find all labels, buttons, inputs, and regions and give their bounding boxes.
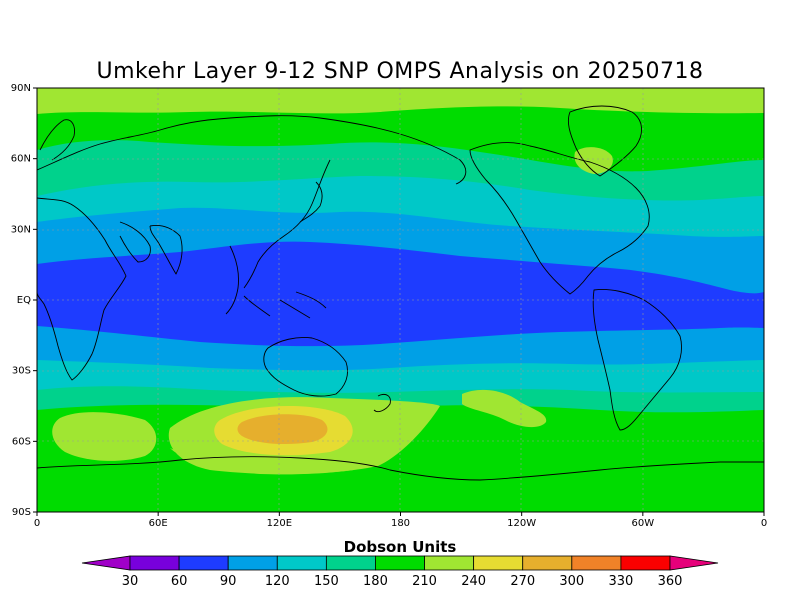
north-pole-240-band (37, 88, 764, 114)
lat-tick-label: 90S (12, 507, 31, 518)
lat-tick-label: 60S (12, 436, 31, 447)
map-title: Umkehr Layer 9-12 SNP OMPS Analysis on 2… (97, 59, 704, 84)
coast-eurasia-north (37, 115, 467, 185)
lat-tick-label: 30S (12, 366, 31, 377)
colorbar: 30 60 90 120 150 180 210 240 270 300 330 360 (81, 555, 719, 589)
coast-arabia (119, 221, 151, 263)
colorbar-label: 330 (608, 574, 633, 589)
coast-south-america (592, 289, 682, 431)
coast-north-america (469, 142, 650, 295)
graticule (37, 88, 764, 512)
colorbar-segment (620, 555, 671, 571)
latitude-ticks: 90N 60N 30N EQ 30S 60S 90S (11, 83, 37, 518)
south-indian-240-blob (52, 412, 157, 461)
south-pacific-240-blob (462, 389, 547, 428)
colorbar-segment (522, 555, 573, 571)
lon-tick-label: 120W (507, 518, 536, 529)
coastlines (37, 105, 764, 481)
lon-tick-label: 0 (761, 518, 767, 529)
colorbar-label: 240 (461, 574, 486, 589)
colorbar-high-tip (669, 555, 719, 571)
lon-tick-label: 120E (267, 518, 292, 529)
colorbar-label: 120 (265, 574, 290, 589)
lat-tick-label: 90N (11, 83, 31, 94)
colorbar-label: 300 (559, 574, 584, 589)
coast-australia (263, 337, 348, 397)
colorbar-segment (276, 555, 327, 571)
lat-tick-label: 30N (11, 224, 31, 235)
ozone-field (37, 88, 764, 512)
colorbar-segment (571, 555, 622, 571)
lon-tick-label: 0 (34, 518, 40, 529)
colorbar-segment (424, 555, 475, 571)
lon-tick-label: 60W (632, 518, 655, 529)
lon-tick-label: 60E (149, 518, 168, 529)
colorbar-label: 150 (314, 574, 339, 589)
colorbar-segment (473, 555, 524, 571)
longitude-ticks: 0 60E 120E 180 120W 60W 0 (34, 512, 767, 529)
colorbar-label: 60 (171, 574, 188, 589)
colorbar-label: 90 (220, 574, 237, 589)
coast-new-zealand (373, 393, 391, 413)
coast-greenland (567, 105, 642, 177)
colorbar-label: 210 (412, 574, 437, 589)
colorbar-segment (227, 555, 278, 571)
colorbar-label: 270 (510, 574, 535, 589)
coast-antarctica (37, 456, 764, 481)
colorbar-segment (375, 555, 425, 571)
coast-japan (299, 181, 323, 223)
colorbar-segment (129, 555, 180, 571)
colorbar-label: 180 (363, 574, 388, 589)
colorbar-segment (325, 555, 376, 571)
lon-tick-label: 180 (391, 518, 410, 529)
lat-tick-label: 60N (11, 154, 31, 165)
colorbar-title: Dobson Units (344, 538, 457, 556)
lat-tick-label: EQ (17, 295, 31, 306)
colorbar-label: 360 (658, 574, 683, 589)
antarctic-240-band (170, 448, 385, 475)
coast-east-asia (243, 159, 331, 289)
colorbar-segment (178, 555, 229, 571)
south-300-region (237, 414, 328, 444)
coast-scandinavia (39, 119, 75, 161)
coast-africa (37, 197, 127, 381)
coast-se-asia (225, 245, 327, 319)
colorbar-low-tip (81, 555, 131, 571)
colorbar-label: 30 (122, 574, 139, 589)
